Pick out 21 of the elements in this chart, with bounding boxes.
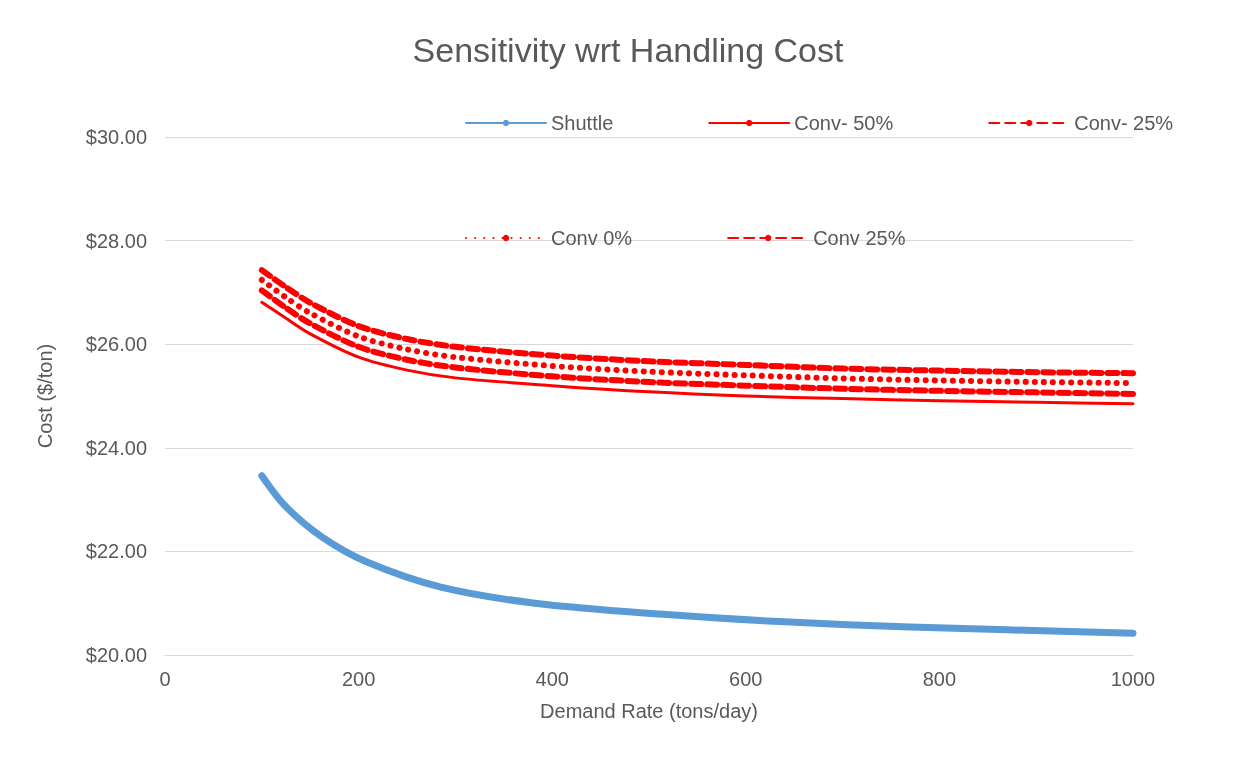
y-tick-label: $20.00 — [85, 644, 147, 666]
x-tick-label: 600 — [729, 668, 763, 690]
y-tick-label: $28.00 — [85, 229, 147, 252]
y-tick-label: $24.00 — [85, 436, 147, 459]
x-tick-label: 400 — [535, 668, 569, 690]
line-series — [260, 300, 1135, 406]
chart-title: Sensitivity wrt Handling Cost — [412, 31, 844, 69]
legend-label: Conv 25% — [813, 227, 906, 249]
y-tick-label: $22.00 — [85, 540, 147, 563]
x-tick-label: 1000 — [1110, 668, 1156, 690]
y-axis-title: Cost ($/ton) — [34, 343, 56, 449]
x-tick-label: 200 — [341, 668, 376, 690]
x-axis-title: Demand Rate (tons/day) — [540, 700, 758, 722]
x-tick-label: 800 — [922, 668, 957, 690]
y-tick-label: $26.00 — [85, 333, 147, 356]
legend-label: Conv- 25% — [1074, 112, 1174, 134]
legend-label: Conv- 50% — [794, 112, 894, 134]
legend-label: Conv 0% — [551, 227, 633, 249]
x-tick-label: 0 — [159, 668, 171, 690]
y-tick-label: $30.00 — [85, 126, 147, 148]
legend-label: Shuttle — [551, 112, 614, 134]
